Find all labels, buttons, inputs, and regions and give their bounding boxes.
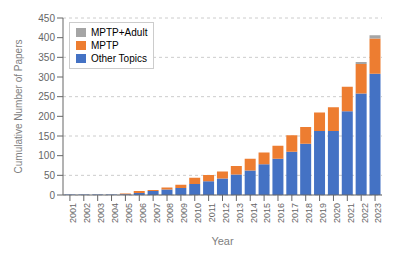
svg-text:2019: 2019 [318,203,328,223]
svg-text:50: 50 [44,170,56,181]
svg-text:2016: 2016 [276,203,286,223]
svg-text:100: 100 [38,150,55,161]
svg-text:2022: 2022 [360,203,370,223]
svg-text:2014: 2014 [249,203,259,223]
html-text:Other Topics: Other Topics [91,53,147,64]
svg-text:250: 250 [38,91,55,102]
svg-text:2005: 2005 [124,203,134,223]
svg-text:300: 300 [38,72,55,83]
svg-text:2009: 2009 [179,203,189,223]
svg-text:200: 200 [38,111,55,122]
svg-text:400: 400 [38,32,55,43]
svg-text:2021: 2021 [346,203,356,223]
svg-text:150: 150 [38,131,55,142]
svg-text:2001: 2001 [68,203,78,223]
svg-text:350: 350 [38,52,55,63]
svg-text:2023: 2023 [373,203,383,223]
svg-text:Year: Year [211,235,234,247]
svg-text:450: 450 [38,13,55,24]
svg-text:2007: 2007 [152,203,162,223]
html-text:MPTP+Adult: MPTP+Adult [91,27,148,38]
svg-text:2003: 2003 [96,203,106,223]
svg-text:2011: 2011 [207,203,217,222]
svg-text:2004: 2004 [110,203,120,223]
html-text:MPTP: MPTP [91,40,119,51]
svg-text:2008: 2008 [165,203,175,223]
svg-text:2017: 2017 [290,203,300,223]
svg-text:2010: 2010 [193,203,203,223]
svg-text:2020: 2020 [332,203,342,223]
svg-text:2006: 2006 [138,203,148,223]
svg-text:2002: 2002 [82,203,92,223]
svg-text:2018: 2018 [304,203,314,223]
svg-text:2015: 2015 [262,203,272,223]
svg-text:2013: 2013 [235,203,245,223]
svg-text:2012: 2012 [221,203,231,223]
svg-text:0: 0 [49,190,55,201]
svg-text:Cumulative Number of Papers: Cumulative Number of Papers [13,40,24,174]
